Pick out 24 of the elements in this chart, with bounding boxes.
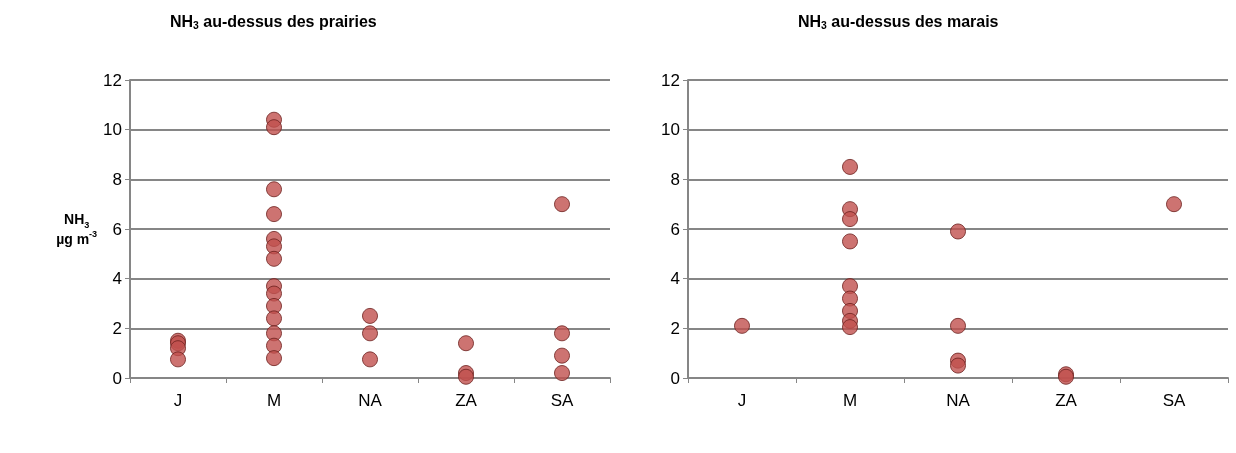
x-tick-label: SA	[550, 391, 574, 410]
y-tick-label: 10	[103, 120, 122, 140]
y-tick-label: 6	[112, 219, 122, 239]
y-tick-label: 0	[670, 368, 680, 388]
y-tick-label: 4	[670, 269, 680, 289]
y-tick-label: 10	[661, 120, 680, 140]
y-tick-label: 6	[670, 219, 680, 239]
x-tick-label: NA	[358, 391, 383, 410]
x-tick-label: J	[173, 391, 183, 410]
y-tick-label: 2	[670, 318, 680, 338]
y-tick-label: 8	[670, 169, 680, 189]
y-tick-label: 0	[112, 368, 122, 388]
x-tick-label: ZA	[455, 391, 478, 410]
x-tick-label: J	[737, 391, 747, 410]
y-tick-label: 12	[661, 70, 680, 90]
x-tick-label: M	[842, 391, 858, 410]
y-tick-label: 2	[112, 318, 122, 338]
x-tick-label: M	[266, 391, 282, 410]
y-tick-label: 4	[112, 269, 122, 289]
y-tick-label: 12	[103, 70, 122, 90]
x-tick-label: SA	[1162, 391, 1186, 410]
y-tick-label: 8	[112, 169, 122, 189]
x-tick-label: ZA	[1055, 391, 1078, 410]
x-tick-label: NA	[946, 391, 971, 410]
